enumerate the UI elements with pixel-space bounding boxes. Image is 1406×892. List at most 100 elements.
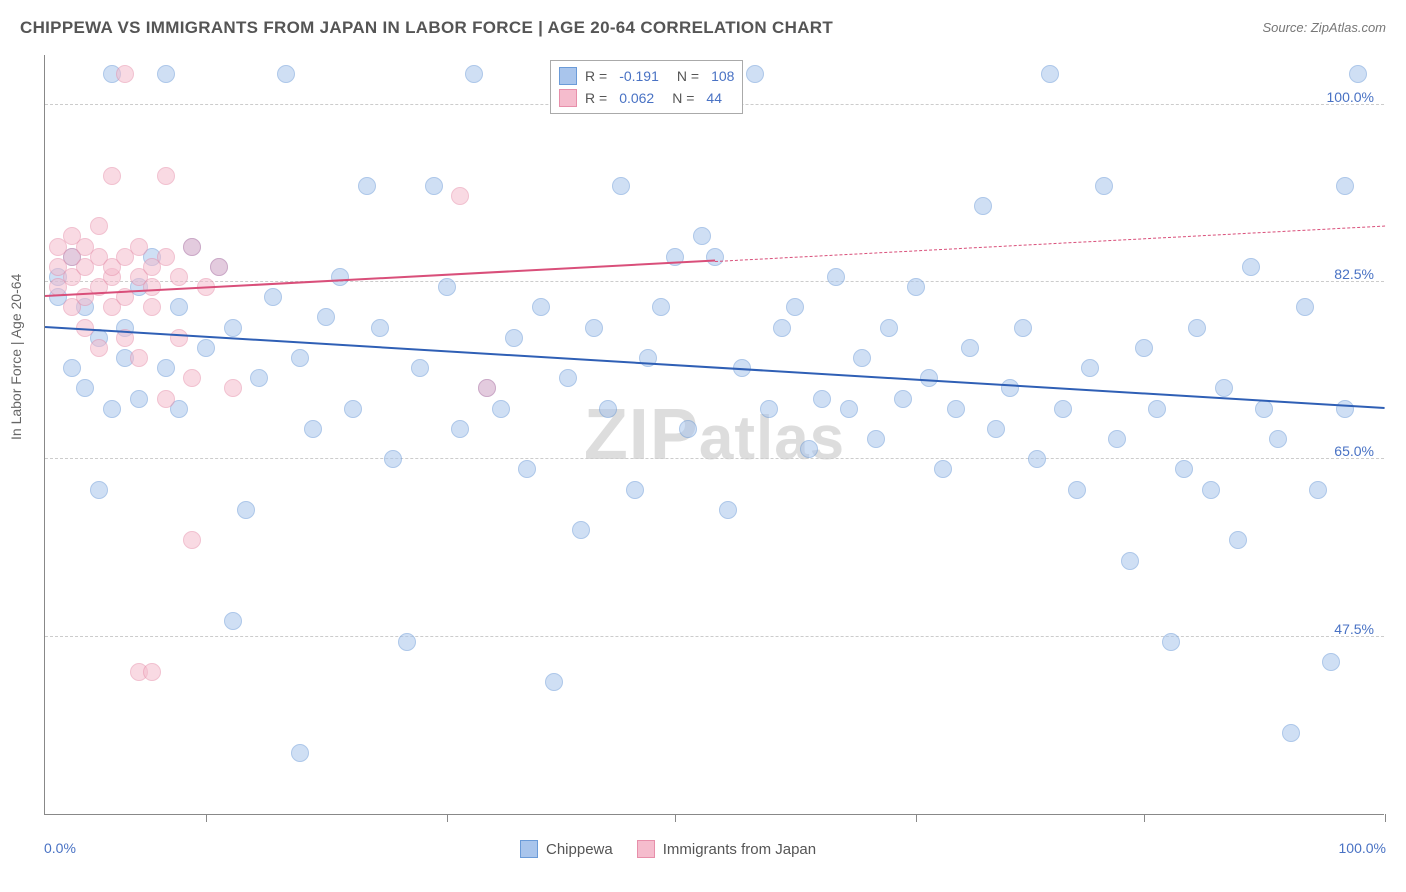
scatter-point [1296,298,1314,316]
scatter-point [277,65,295,83]
scatter-point [974,197,992,215]
legend-n-value: 108 [711,68,734,84]
legend-label: Immigrants from Japan [663,841,816,858]
scatter-point [1215,379,1233,397]
gridline [45,636,1384,637]
scatter-point [143,278,161,296]
scatter-point [170,329,188,347]
scatter-point [331,268,349,286]
scatter-point [224,379,242,397]
scatter-point [626,481,644,499]
scatter-point [183,369,201,387]
scatter-point [291,349,309,367]
legend-item: Immigrants from Japan [637,840,816,858]
scatter-point [545,673,563,691]
scatter-point [1242,258,1260,276]
scatter-point [1175,460,1193,478]
scatter-point [1135,339,1153,357]
scatter-point [706,248,724,266]
scatter-point [853,349,871,367]
scatter-point [518,460,536,478]
scatter-point [1054,400,1072,418]
legend-label: Chippewa [546,841,613,858]
scatter-point [371,319,389,337]
scatter-point [90,217,108,235]
scatter-point [773,319,791,337]
scatter-point [1041,65,1059,83]
scatter-point [1001,379,1019,397]
scatter-point [1014,319,1032,337]
scatter-point [1095,177,1113,195]
scatter-point [250,369,268,387]
scatter-point [304,420,322,438]
scatter-point [170,298,188,316]
scatter-point [130,390,148,408]
scatter-point [719,501,737,519]
legend-r-label: R = [585,90,607,106]
scatter-point [157,167,175,185]
scatter-point [934,460,952,478]
scatter-point [746,65,764,83]
watermark: ZIPatlas [584,394,845,476]
scatter-point [103,167,121,185]
scatter-point [894,390,912,408]
legend-swatch [559,67,577,85]
scatter-point [1336,177,1354,195]
x-tick [1385,814,1386,822]
y-axis-label: In Labor Force | Age 20-64 [8,274,24,440]
trend-line [715,225,1385,261]
scatter-point [143,298,161,316]
scatter-point [1068,481,1086,499]
scatter-point [867,430,885,448]
scatter-point [1282,724,1300,742]
legend-n-value: 44 [706,90,722,106]
x-tick [206,814,207,822]
y-tick-label: 65.0% [1334,443,1374,459]
x-tick [675,814,676,822]
scatter-point [679,420,697,438]
x-axis-min-label: 0.0% [44,840,76,856]
scatter-point [103,400,121,418]
scatter-point [1336,400,1354,418]
scatter-point [827,268,845,286]
scatter-point [813,390,831,408]
scatter-point [317,308,335,326]
scatter-point [143,663,161,681]
gridline [45,458,1384,459]
scatter-point [210,258,228,276]
x-tick [916,814,917,822]
legend-swatch [520,840,538,858]
scatter-point [572,521,590,539]
scatter-point [157,65,175,83]
legend-r-value: 0.062 [619,90,654,106]
scatter-point [451,420,469,438]
scatter-point [961,339,979,357]
legend-stats: R = -0.191 N = 108 R = 0.062 N = 44 [550,60,743,114]
legend-n-label: N = [672,90,694,106]
scatter-point [224,319,242,337]
scatter-point [840,400,858,418]
scatter-point [786,298,804,316]
legend-stats-row: R = 0.062 N = 44 [559,87,734,109]
scatter-point [451,187,469,205]
scatter-point [63,359,81,377]
scatter-point [907,278,925,296]
scatter-point [90,481,108,499]
scatter-point [880,319,898,337]
scatter-point [438,278,456,296]
scatter-point [264,288,282,306]
scatter-point [183,531,201,549]
scatter-point [947,400,965,418]
legend-n-label: N = [677,68,699,84]
source-label: Source: ZipAtlas.com [1262,20,1386,35]
scatter-point [599,400,617,418]
y-tick-label: 47.5% [1334,621,1374,637]
legend-swatch [637,840,655,858]
x-tick [447,814,448,822]
scatter-point [1121,552,1139,570]
scatter-point [116,65,134,83]
scatter-point [157,248,175,266]
legend-r-value: -0.191 [619,68,659,84]
scatter-point [224,612,242,630]
scatter-point [800,440,818,458]
